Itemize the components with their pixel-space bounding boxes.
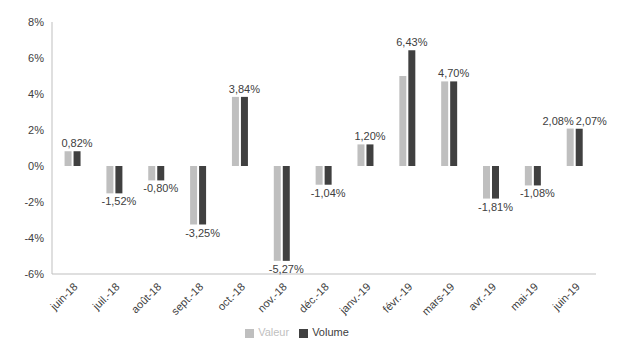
svg-text:2%: 2% xyxy=(28,124,44,136)
svg-text:juin-19: juin-19 xyxy=(549,280,582,313)
html-text:Volume: Volume xyxy=(312,326,349,338)
svg-text:août-18: août-18 xyxy=(129,280,164,315)
svg-text:déc.-18: déc.-18 xyxy=(296,280,330,314)
svg-text:mai-19: mai-19 xyxy=(508,280,540,312)
svg-text:oct.-18: oct.-18 xyxy=(215,280,247,312)
svg-text:-2%: -2% xyxy=(24,196,44,208)
svg-text:-1,04%: -1,04% xyxy=(311,187,346,199)
svg-text:2,07%: 2,07% xyxy=(576,115,607,127)
svg-text:-6%: -6% xyxy=(24,268,44,280)
svg-text:4,70%: 4,70% xyxy=(438,67,469,79)
svg-text:6,43%: 6,43% xyxy=(396,36,427,48)
svg-text:-3,25%: -3,25% xyxy=(185,227,220,239)
svg-text:6%: 6% xyxy=(28,52,44,64)
svg-text:-1,08%: -1,08% xyxy=(520,187,555,199)
svg-text:1,20%: 1,20% xyxy=(354,130,385,142)
svg-text:-4%: -4% xyxy=(24,232,44,244)
svg-text:0,82%: 0,82% xyxy=(61,137,92,149)
svg-text:sept.-18: sept.-18 xyxy=(169,280,206,317)
svg-text:-0,80%: -0,80% xyxy=(143,182,178,194)
svg-text:mars-19: mars-19 xyxy=(419,280,456,317)
svg-text:juil.-18: juil.-18 xyxy=(90,280,122,312)
svg-text:0%: 0% xyxy=(28,160,44,172)
svg-text:3,84%: 3,84% xyxy=(229,83,260,95)
svg-text:-1,52%: -1,52% xyxy=(101,195,136,207)
svg-text:8%: 8% xyxy=(28,16,44,28)
svg-text:2,08%: 2,08% xyxy=(543,115,574,127)
svg-text:janv.-19: janv.-19 xyxy=(336,280,372,316)
svg-text:nov.-18: nov.-18 xyxy=(255,280,289,314)
svg-text:-5,27%: -5,27% xyxy=(269,263,304,275)
svg-text:4%: 4% xyxy=(28,88,44,100)
svg-text:-1,81%: -1,81% xyxy=(478,201,513,213)
html-text:Valeur: Valeur xyxy=(258,326,290,338)
svg-text:févr.-19: févr.-19 xyxy=(380,280,414,314)
svg-text:juin-18: juin-18 xyxy=(47,280,80,313)
svg-text:avr.-19: avr.-19 xyxy=(466,280,498,312)
